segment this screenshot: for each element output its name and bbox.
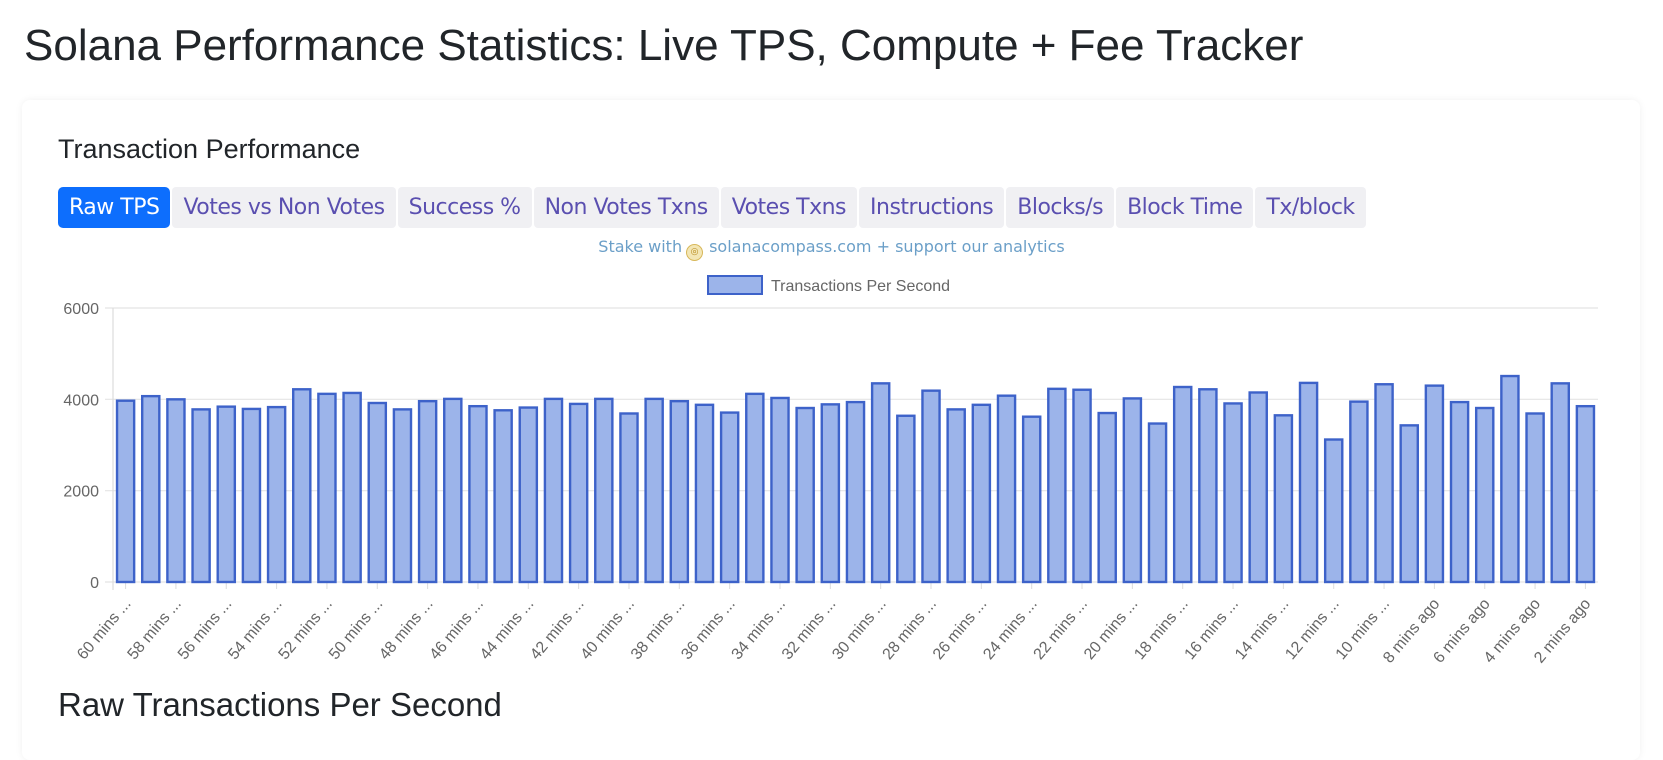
- bar[interactable]: [870, 382, 891, 584]
- bar[interactable]: [1172, 385, 1193, 584]
- bar[interactable]: [694, 403, 715, 584]
- tab-raw-tps[interactable]: Raw TPS: [58, 187, 171, 228]
- promo-prefix: Stake with: [598, 237, 683, 256]
- stake-promo: Stake with ◎ solanacompass.com + support o…: [0, 237, 1663, 261]
- tab-non-votes-txns[interactable]: Non Votes Txns: [533, 187, 719, 228]
- bar[interactable]: [166, 398, 186, 584]
- bar[interactable]: [745, 392, 765, 584]
- bar[interactable]: [1374, 383, 1394, 584]
- bar[interactable]: [266, 405, 287, 584]
- bar[interactable]: [1298, 381, 1319, 584]
- chart-legend: Transactions Per Second: [707, 275, 950, 295]
- bar-series: [115, 374, 1596, 584]
- bar[interactable]: [1424, 384, 1445, 584]
- promo-link[interactable]: solanacompass.com: [709, 237, 872, 256]
- bar[interactable]: [417, 399, 438, 584]
- bar[interactable]: [946, 408, 966, 584]
- section-title: Transaction Performance: [58, 134, 361, 164]
- bar[interactable]: [594, 397, 614, 584]
- bar[interactable]: [292, 388, 312, 584]
- x-axis: 60 mins ...58 mins ...56 mins ...54 mins…: [74, 596, 1594, 667]
- tab-votes-txns[interactable]: Votes Txns: [720, 187, 858, 228]
- bar[interactable]: [971, 403, 992, 584]
- raw-tps-heading: Raw Transactions Per Second: [58, 686, 502, 723]
- bar[interactable]: [820, 403, 841, 584]
- bar[interactable]: [568, 402, 589, 584]
- tab-instructions[interactable]: Instructions: [859, 187, 1005, 228]
- bar[interactable]: [921, 389, 941, 584]
- bar[interactable]: [543, 397, 564, 584]
- bar[interactable]: [1323, 438, 1344, 584]
- bar[interactable]: [1047, 387, 1067, 584]
- bar[interactable]: [1575, 404, 1596, 584]
- legend-label: Transactions Per Second: [771, 278, 950, 295]
- bar[interactable]: [669, 399, 690, 584]
- tps-bar-chart: Transactions Per Second 0 2000 4000 6000 60…: [63, 275, 1598, 667]
- tab-blocks-per-second[interactable]: Blocks/s: [1006, 187, 1115, 228]
- legend-swatch: [707, 275, 763, 295]
- bar[interactable]: [845, 400, 866, 584]
- bar[interactable]: [443, 397, 463, 584]
- bar[interactable]: [1449, 400, 1470, 584]
- bar[interactable]: [795, 406, 815, 584]
- bar[interactable]: [1399, 424, 1419, 584]
- bar[interactable]: [518, 406, 539, 584]
- tab-success-percent[interactable]: Success %: [397, 187, 532, 228]
- bar[interactable]: [1122, 397, 1143, 584]
- bar[interactable]: [770, 396, 790, 584]
- y-tick-label: 2000: [63, 484, 99, 501]
- bar[interactable]: [1072, 388, 1092, 584]
- bar[interactable]: [719, 411, 740, 584]
- bar[interactable]: [1525, 412, 1545, 584]
- bar[interactable]: [1021, 415, 1042, 584]
- bar[interactable]: [191, 408, 211, 584]
- bar[interactable]: [996, 394, 1017, 584]
- bar[interactable]: [392, 408, 413, 584]
- bar[interactable]: [1474, 406, 1495, 584]
- page-title: Solana Performance Statistics: Live TPS,…: [24, 21, 1304, 70]
- bar[interactable]: [493, 409, 513, 584]
- bar[interactable]: [1248, 391, 1268, 584]
- promo-suffix: + support our analytics: [876, 237, 1065, 256]
- bar[interactable]: [1147, 422, 1168, 584]
- bar[interactable]: [468, 404, 488, 584]
- bar[interactable]: [1550, 382, 1571, 584]
- bar[interactable]: [342, 391, 362, 584]
- y-axis: 0 2000 4000 6000: [63, 301, 99, 592]
- y-tick-label: 4000: [63, 392, 99, 409]
- y-tick-label: 6000: [63, 301, 99, 318]
- chart-tabs: Raw TPS Votes vs Non Votes Success % Non…: [58, 187, 1368, 228]
- y-tick-label: 0: [90, 575, 99, 592]
- bar[interactable]: [1223, 402, 1243, 584]
- bar[interactable]: [1097, 411, 1117, 584]
- tab-votes-vs-non-votes[interactable]: Votes vs Non Votes: [172, 187, 396, 228]
- bar[interactable]: [216, 405, 237, 584]
- solana-compass-coin-icon: ◎: [686, 244, 704, 261]
- bar[interactable]: [115, 399, 136, 584]
- bar[interactable]: [367, 401, 388, 584]
- bar[interactable]: [241, 407, 262, 584]
- bar[interactable]: [1349, 400, 1369, 584]
- bar[interactable]: [1273, 414, 1294, 584]
- bar[interactable]: [1500, 374, 1520, 584]
- tab-block-time[interactable]: Block Time: [1116, 187, 1254, 228]
- bar[interactable]: [896, 414, 916, 584]
- tab-tx-per-block[interactable]: Tx/block: [1255, 187, 1366, 228]
- bar[interactable]: [317, 392, 337, 584]
- bar[interactable]: [1198, 388, 1218, 584]
- bar[interactable]: [644, 397, 664, 584]
- bar[interactable]: [140, 394, 161, 584]
- bar[interactable]: [619, 412, 639, 584]
